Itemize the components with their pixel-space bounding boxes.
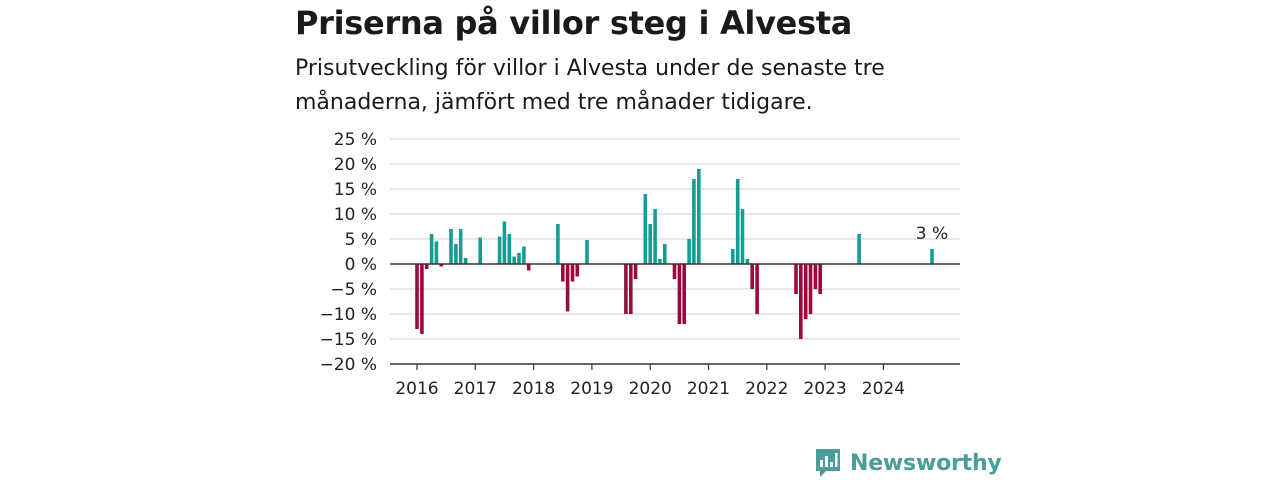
chart-subtitle: Prisutveckling för villor i Alvesta unde… [295, 56, 885, 115]
y-tick-label: 0 % [345, 255, 377, 275]
bar [507, 234, 512, 264]
brand-name: Newsworthy [850, 450, 1002, 476]
x-tick-label: 2018 [512, 379, 555, 399]
bar [575, 264, 580, 277]
x-tick-label: 2016 [395, 379, 438, 399]
last-value-label: 3 % [916, 224, 948, 244]
bar [663, 244, 667, 264]
bar [735, 179, 740, 264]
bars-layer [415, 169, 934, 339]
bar [653, 209, 657, 264]
bar [420, 264, 424, 334]
bar [478, 237, 482, 264]
bar [517, 253, 521, 264]
x-tick-label: 2023 [803, 379, 846, 399]
y-tick-label: −5 % [330, 280, 377, 300]
bar [497, 236, 502, 264]
bar [692, 179, 696, 264]
bar [799, 264, 803, 339]
bar [434, 241, 439, 264]
bar [697, 169, 701, 264]
bar [458, 229, 463, 264]
bar [502, 221, 507, 264]
bar [731, 249, 735, 264]
y-tick-label: −15 % [320, 330, 377, 350]
bar [526, 264, 531, 271]
bar [677, 264, 682, 324]
bar [672, 264, 677, 279]
bar [522, 246, 526, 264]
x-tick-label: 2020 [629, 379, 672, 399]
x-tick-label: 2021 [687, 379, 730, 399]
bar [745, 259, 750, 264]
newsworthy-brand[interactable]: Newsworthy [814, 446, 1002, 480]
bar [803, 264, 808, 319]
bar [629, 264, 633, 314]
bar [658, 259, 662, 264]
x-tick-label: 2022 [745, 379, 788, 399]
bar [512, 256, 516, 264]
bar [449, 229, 453, 264]
bar [648, 224, 652, 264]
x-tick-label: 2024 [862, 379, 905, 399]
y-tick-label: 15 % [334, 180, 377, 200]
newsworthy-logo-icon [816, 449, 840, 477]
y-tick-label: 5 % [345, 230, 377, 250]
axis-layer [390, 263, 960, 370]
bar [424, 264, 429, 269]
bar [439, 264, 444, 267]
y-tick-label: 20 % [334, 155, 377, 175]
bar [794, 264, 798, 294]
bar [454, 244, 458, 264]
bar [813, 264, 818, 289]
y-tick-label: −10 % [320, 305, 377, 325]
x-tick-label: 2019 [570, 379, 613, 399]
bar [750, 264, 754, 289]
bar [624, 264, 628, 314]
labels-layer: 25 % 20 % 15 % 10 % 5 % 0 % −5 % −10 % −15 % −20 … [320, 130, 949, 399]
x-tick-label: 2017 [454, 379, 497, 399]
bar [643, 194, 648, 264]
chart-title: Priserna på villor steg i Alvesta [295, 4, 853, 42]
bar [755, 264, 759, 314]
bar [415, 264, 419, 329]
bar [565, 264, 570, 312]
bar [463, 258, 468, 264]
y-tick-label: 10 % [334, 205, 377, 225]
bar [857, 234, 861, 264]
bar [633, 264, 638, 279]
y-tick-label: 25 % [334, 130, 377, 150]
bar [818, 264, 822, 294]
bar [429, 234, 434, 264]
y-tick-label: −20 % [320, 355, 377, 375]
bar [556, 224, 560, 264]
grid-layer [390, 138, 960, 365]
bar [561, 264, 565, 282]
bar [570, 264, 575, 282]
bar [808, 264, 813, 314]
bar [930, 249, 934, 264]
bar [585, 240, 589, 264]
bar [687, 239, 691, 264]
bar [740, 209, 745, 264]
bar [682, 264, 686, 324]
